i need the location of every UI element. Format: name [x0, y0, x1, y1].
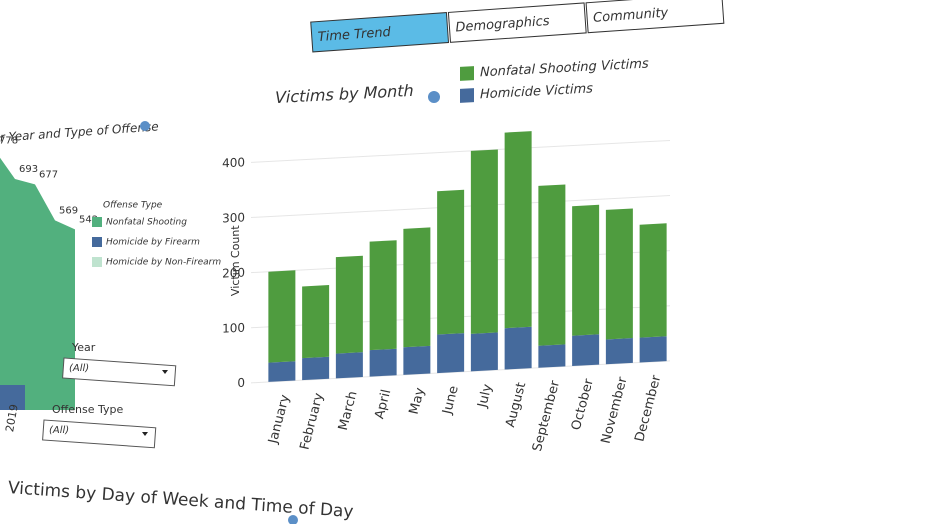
victims-by-month: Victims by Month Victim Count 0 100 200 300 40…: [222, 56, 670, 453]
tab-label: Community: [593, 6, 669, 26]
bar-segment: [470, 149, 498, 334]
x-tick-label: January: [266, 393, 294, 446]
area: [0, 157, 75, 410]
y-tick-label: 300: [222, 210, 245, 225]
info-icon[interactable]: [140, 121, 150, 131]
x-tick-label: February: [297, 391, 326, 451]
info-icon[interactable]: [428, 91, 440, 103]
bar-segment: [605, 208, 633, 340]
x-tick-label: March: [336, 390, 361, 432]
legend-label: Nonfatal Shooting Victims: [480, 56, 649, 80]
legend-label: Homicide by Firearm: [106, 238, 200, 248]
y-tick-label: 400: [222, 155, 245, 170]
grid-line: [251, 139, 670, 163]
tab-label: Time Trend: [317, 25, 392, 45]
x-tick-label: October: [569, 377, 597, 432]
x-tick-label: 2019: [3, 403, 21, 433]
bar-segment: [302, 285, 330, 359]
x-tick-label: November: [599, 375, 631, 445]
filter-label: Offense Type: [52, 403, 123, 416]
bar-segment: [302, 356, 330, 381]
y-axis-label: Victim Count: [229, 224, 242, 296]
legend-title: Offense Type: [103, 201, 163, 211]
data-label: 677: [39, 169, 58, 180]
data-label: 569: [59, 205, 78, 216]
data-label: 693: [19, 164, 38, 175]
bar-segment: [639, 223, 667, 338]
tab[interactable]: [310, 12, 450, 53]
chart-title: Victims by Month: [275, 81, 414, 107]
dropdown[interactable]: [42, 419, 157, 449]
tab-bar: Time Trend Demographics Community: [310, 0, 725, 53]
bar-segment: [437, 333, 465, 374]
tab-label: Demographics: [455, 14, 550, 36]
info-icon[interactable]: [288, 515, 298, 524]
x-tick-label: May: [407, 386, 429, 416]
y-tick-label: 0: [237, 376, 245, 390]
bar-segment: [470, 332, 498, 372]
filter-label: Year: [71, 341, 96, 354]
bar-segment: [403, 227, 431, 348]
tab[interactable]: [447, 2, 587, 43]
tab[interactable]: [585, 0, 725, 34]
chart-title: r Year and Type of Offense: [0, 119, 159, 144]
bar-segment: [369, 348, 397, 377]
legend-label: Nonfatal Shooting: [106, 218, 187, 228]
bar-segment: [504, 326, 532, 370]
legend-label: Homicide by Non-Firearm: [106, 258, 221, 268]
x-tick-label: June: [440, 385, 462, 417]
bar-segment: [335, 255, 363, 354]
legend-swatch: [460, 88, 474, 103]
bar-segment: [639, 336, 667, 363]
bar-segment: [403, 345, 431, 375]
bar-segment: [538, 184, 566, 346]
legend-swatch: [92, 237, 102, 247]
y-tick-label: 200: [222, 265, 245, 280]
bar-segment: [538, 344, 566, 368]
bar-segment: [335, 352, 363, 379]
bar-segment: [369, 240, 397, 351]
dropdown-value: (All): [69, 363, 89, 374]
bar-segment: [572, 334, 600, 367]
legend-swatch: [92, 257, 102, 267]
bar-segment: [268, 270, 296, 363]
bar-segment: [504, 131, 532, 329]
section-title: Victims by Day of Week and Time of Day: [7, 478, 354, 522]
data-label: 542: [79, 214, 98, 225]
legend-swatch: [460, 66, 474, 81]
area-band: [0, 385, 25, 410]
data-label: 778: [0, 136, 18, 147]
legend-label: Homicide Victims: [480, 81, 593, 102]
dropdown[interactable]: [62, 357, 177, 387]
filters: Year (All) Offense Type (All): [42, 341, 177, 449]
y-tick-label: 100: [222, 321, 245, 336]
x-tick-label: August: [503, 381, 529, 429]
x-tick-label: July: [475, 383, 496, 410]
dropdown-arrow: [142, 432, 148, 436]
bar-segment: [572, 204, 600, 336]
dropdown-arrow: [162, 370, 168, 374]
x-tick-label: September: [530, 379, 563, 453]
legend-swatch: [92, 217, 102, 227]
dropdown-value: (All): [49, 425, 69, 436]
x-tick-label: December: [632, 373, 664, 443]
x-tick-label: April: [372, 388, 394, 420]
bar-segment: [268, 361, 296, 382]
bar-segment: [605, 338, 633, 365]
bar-segment: [437, 189, 465, 335]
